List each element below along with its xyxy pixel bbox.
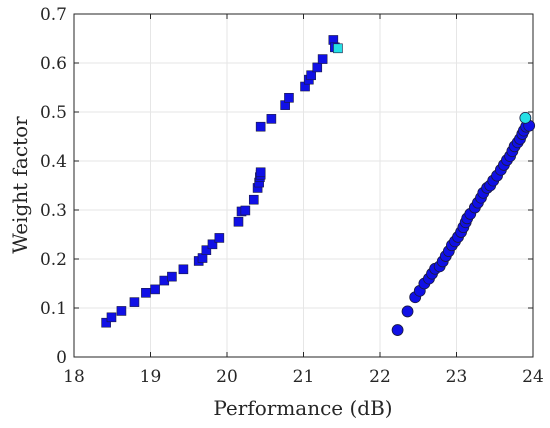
x-tick-label: 22 [369,367,391,387]
x-tick-label: 21 [293,367,315,387]
square-marker [312,62,323,73]
x-tick-label: 19 [140,367,162,387]
y-tick-label: 0 [56,348,67,368]
square-marker [150,284,160,295]
x-tick-label: 18 [63,367,85,387]
y-tick-label: 0.5 [40,103,67,123]
x-tick-label: 24 [522,367,544,387]
square-marker [317,54,328,64]
y-tick-label: 0.4 [40,152,67,172]
circle-marker [401,305,414,318]
square-marker [167,271,177,282]
y-tick-labels: 0 0.1 0.2 0.3 0.4 0.5 0.6 0.7 [40,5,67,368]
axes-box [73,13,534,358]
square-marker [141,288,151,298]
square-marker [106,312,117,323]
x-tick-label: 20 [216,367,238,387]
square-marker [240,205,251,216]
y-tick-label: 0.3 [40,201,67,221]
square-marker [266,114,277,124]
y-axis-label: Weight factor [8,116,32,254]
square-marker [248,194,259,205]
circle-marker [519,111,532,124]
square-marker [284,92,294,103]
square-marker [255,167,266,178]
y-tick-label: 0.1 [40,299,67,319]
grid-lines [73,13,534,358]
square-marker [129,297,140,307]
square-marker [178,264,189,275]
data-markers [101,35,536,336]
circle-marker [391,324,404,336]
square-marker [101,317,111,328]
square-marker [207,239,218,250]
x-tick-labels: 18 19 20 21 22 23 24 [63,367,544,387]
square-marker [333,43,343,54]
plot-frame [73,13,534,358]
square-marker [255,121,266,132]
square-marker [214,233,225,243]
y-tick-label: 0.6 [40,54,67,74]
y-tick-label: 0.2 [40,250,67,270]
square-marker [306,70,316,81]
x-axis-label: Performance (dB) [213,396,392,420]
square-marker [233,216,244,227]
square-marker [116,306,127,316]
x-tick-label: 23 [446,367,468,387]
square-marker [201,245,212,255]
y-tick-label: 0.7 [40,5,67,25]
